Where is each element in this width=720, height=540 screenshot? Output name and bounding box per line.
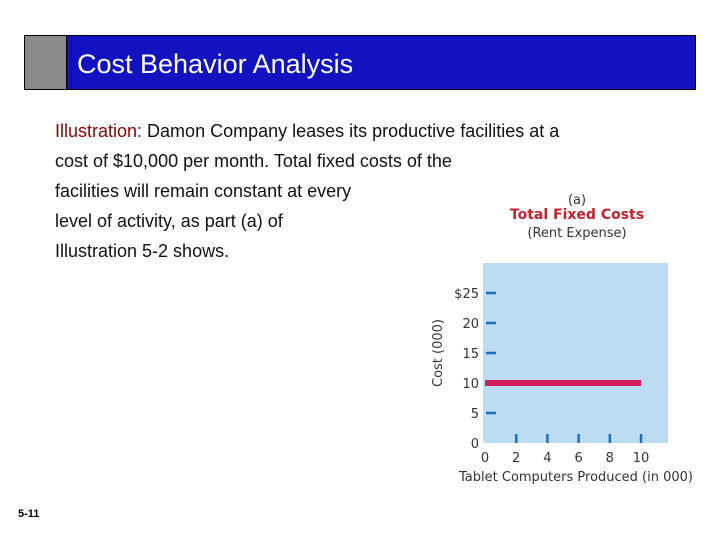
x-tick-label: 4 (543, 451, 551, 466)
plot-area (483, 263, 668, 443)
y-tick-label: 20 (462, 317, 479, 332)
y-tick-label: 0 (471, 437, 479, 452)
slide-number: 5-11 (18, 508, 40, 520)
body-line-1: Illustration: Damon Company leases its p… (55, 116, 695, 146)
x-tick-label: 6 (574, 451, 582, 466)
y-axis-label: Cost (000) (431, 319, 446, 387)
y-tick-label: 15 (462, 347, 479, 362)
x-tick-label: 8 (606, 451, 614, 466)
body-line-3: facilities will remain constant at every (55, 181, 352, 201)
x-tick-label: 2 (512, 451, 520, 466)
y-tick-label: 5 (471, 407, 479, 422)
illustration-text: Illustration: Damon Company leases its p… (55, 116, 695, 266)
body-line-1-text: Damon Company leases its productive faci… (142, 121, 560, 141)
x-axis-label: Tablet Computers Produced (in 000) (458, 470, 693, 485)
x-tick-label: 10 (633, 451, 650, 466)
chart-subtitle: (Rent Expense) (527, 226, 626, 241)
y-tick-label: 10 (462, 377, 479, 392)
title-accent-block (25, 36, 67, 89)
body-line-4: level of activity, as part (a) of (55, 211, 283, 231)
body-line-2: cost of $10,000 per month. Total fixed c… (55, 151, 452, 171)
chart-title: Total Fixed Costs (510, 207, 644, 223)
y-tick-label: $25 (454, 287, 479, 302)
body-line-5: Illustration 5-2 shows. (55, 241, 230, 261)
illustration-label: Illustration: (55, 121, 143, 141)
x-axis: 0 2 4 6 8 10 (481, 434, 649, 466)
chart-part-label: (a) (568, 193, 586, 208)
slide-title: Cost Behavior Analysis (77, 49, 354, 79)
x-tick-label: 0 (481, 451, 489, 466)
title-bar: Cost Behavior Analysis (24, 35, 696, 90)
